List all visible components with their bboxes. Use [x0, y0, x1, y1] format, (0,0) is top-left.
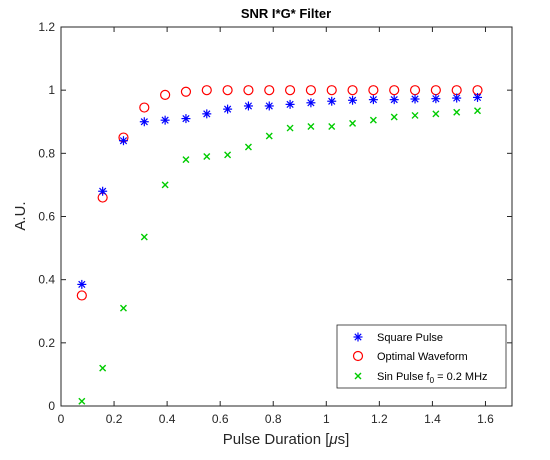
x-tick-label: 0 [58, 412, 65, 426]
data-point [349, 119, 357, 127]
x-tick-label: 1.6 [477, 412, 494, 426]
data-point [368, 95, 378, 105]
data-point [222, 85, 233, 96]
legend-label-sin-pulse-suffix: = 0.2 MHz [434, 371, 488, 383]
legend-label-sin-pulse-sub: 0 [430, 376, 435, 385]
x-tick-label: 0.8 [265, 412, 282, 426]
data-point [389, 95, 399, 105]
legend: Square Pulse Optimal Waveform Sin Pulse … [336, 324, 507, 389]
data-point [264, 85, 275, 96]
x-tick-label: 1.4 [424, 412, 441, 426]
data-point [474, 107, 482, 115]
data-point [201, 85, 212, 96]
data-point [139, 117, 149, 127]
data-point [368, 85, 379, 96]
data-point [202, 109, 212, 119]
data-point [286, 124, 294, 132]
x-axis-label-mu: μ [328, 431, 337, 448]
data-point [139, 102, 150, 113]
data-point [307, 122, 315, 130]
y-tick-label: 0.6 [38, 210, 55, 224]
data-point [390, 113, 398, 121]
data-point [264, 101, 274, 111]
data-point [327, 96, 337, 106]
legend-label-optimal-waveform: Optimal Waveform [377, 351, 468, 363]
x-axis: 0 0.2 0.4 0.6 0.8 1 1.2 1.4 1.6 [58, 27, 494, 426]
data-point [181, 114, 191, 124]
data-point [160, 89, 171, 101]
x-tick-label: 0.6 [212, 412, 229, 426]
legend-marker [354, 372, 362, 380]
data-point [243, 85, 254, 96]
x-axis-label-prefix: Pulse Duration [ [223, 431, 331, 448]
data-point [140, 233, 148, 241]
series-asterisk [77, 92, 483, 289]
legend-label-sin-pulse: Sin Pulse f0 = 0.2 MHz [377, 371, 488, 385]
data-point [203, 152, 211, 160]
data-point [348, 95, 358, 105]
legend-marker [353, 332, 363, 342]
data-point [389, 85, 400, 96]
data-point [452, 93, 462, 103]
data-point [78, 397, 86, 405]
data-point [244, 143, 252, 151]
x-tick-label: 0.2 [106, 412, 123, 426]
data-point [431, 94, 441, 104]
data-point [410, 94, 420, 104]
series-layer [76, 85, 483, 405]
y-axis-label: A.U. [12, 201, 29, 230]
series-x [78, 107, 482, 405]
y-tick-label: 0 [48, 399, 55, 413]
data-point [411, 111, 419, 119]
y-tick-label: 0.4 [38, 273, 55, 287]
data-point [76, 290, 87, 301]
y-tick-label: 1.2 [38, 20, 55, 34]
data-point [98, 186, 108, 196]
legend-markers [352, 332, 364, 380]
legend-label-sin-pulse-prefix: Sin Pulse f [377, 371, 431, 383]
data-point [265, 132, 273, 140]
y-tick-label: 0.8 [38, 146, 55, 160]
data-point [369, 116, 377, 124]
x-tick-label: 1 [323, 412, 330, 426]
data-point [182, 156, 190, 164]
data-point [453, 108, 461, 116]
x-tick-label: 1.2 [371, 412, 388, 426]
data-point [99, 364, 107, 372]
data-point [224, 151, 232, 159]
data-point [223, 104, 233, 114]
data-point [285, 99, 295, 109]
legend-label-square-pulse: Square Pulse [377, 332, 443, 344]
data-point [243, 101, 253, 111]
data-point [161, 181, 169, 189]
legend-marker [352, 350, 364, 362]
data-point [306, 98, 316, 108]
y-tick-label: 0.2 [38, 336, 55, 350]
data-point [305, 85, 317, 96]
data-point [180, 86, 192, 97]
x-axis-label: Pulse Duration [μs] [223, 431, 350, 448]
x-tick-label: 0.4 [159, 412, 176, 426]
x-axis-label-suffix: s] [338, 431, 350, 448]
data-point [473, 92, 483, 102]
data-point [328, 122, 336, 130]
data-point [160, 115, 170, 125]
legend-box [336, 324, 507, 389]
data-point [347, 85, 358, 96]
data-point [284, 85, 296, 96]
y-axis: 0 0.2 0.4 0.6 0.8 1 1.2 [38, 20, 512, 413]
data-point [77, 279, 87, 289]
data-point [118, 136, 128, 146]
chart-title: SNR I*G* Filter [241, 6, 331, 21]
y-tick-label: 1 [48, 83, 55, 97]
data-point [432, 110, 440, 118]
data-point [326, 85, 337, 96]
data-point [119, 304, 127, 312]
